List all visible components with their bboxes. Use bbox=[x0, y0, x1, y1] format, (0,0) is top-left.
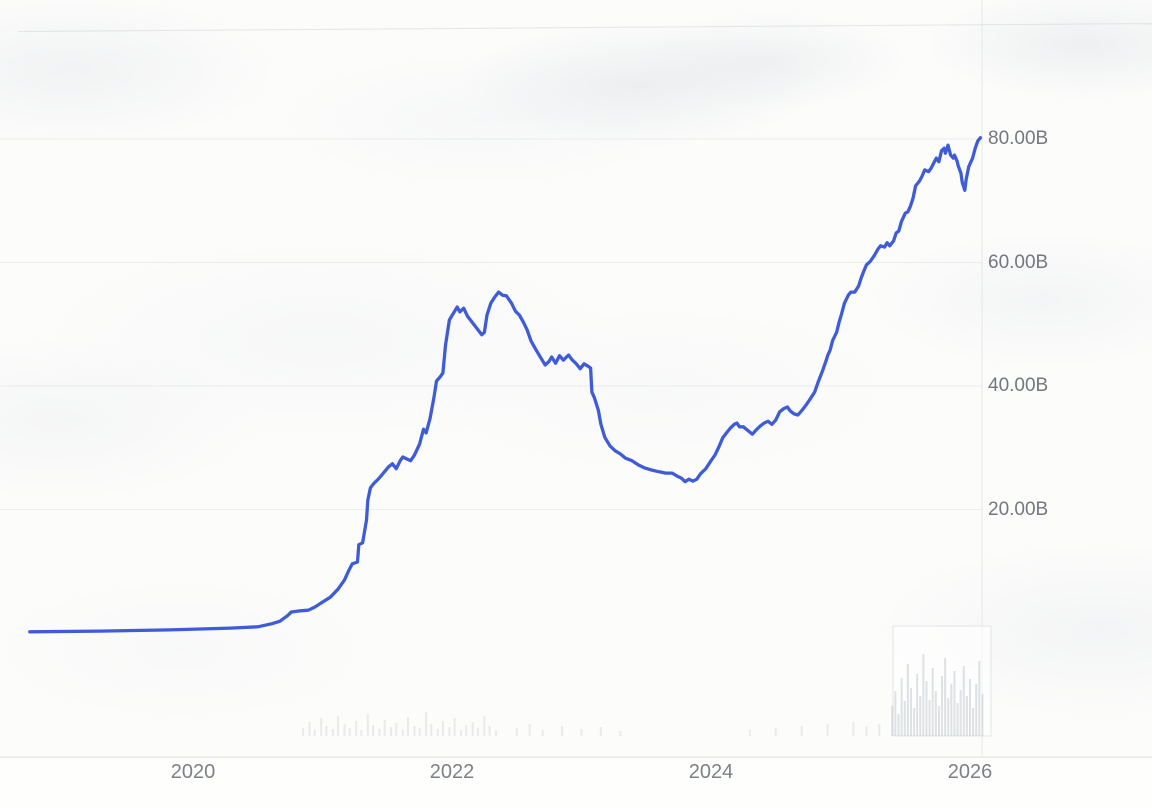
volume-bar bbox=[348, 728, 351, 736]
volume-bar bbox=[975, 684, 978, 736]
volume-bar bbox=[366, 714, 369, 736]
volume-bar bbox=[934, 691, 937, 736]
volume-bar bbox=[413, 726, 416, 736]
volume-bar bbox=[937, 706, 940, 736]
volume-bar bbox=[906, 664, 909, 736]
price-series-line bbox=[28, 136, 983, 634]
volume-bar bbox=[418, 728, 421, 736]
volume-bar bbox=[774, 728, 777, 736]
volume-bar bbox=[891, 706, 894, 736]
y-axis-label-60: 60.00B bbox=[988, 251, 1049, 273]
volume-bar bbox=[852, 722, 855, 736]
volume-bar bbox=[956, 703, 959, 736]
volume-bar bbox=[302, 728, 305, 736]
y-axis-label-80: 80.00B bbox=[988, 128, 1049, 149]
volume-bar bbox=[453, 718, 456, 736]
volume-bar bbox=[476, 728, 479, 736]
volume-bar bbox=[580, 729, 583, 736]
y-axis-label-40: 40.00B bbox=[988, 375, 1049, 396]
volume-bar bbox=[826, 724, 829, 736]
volume-bar bbox=[460, 730, 463, 736]
volume-bar bbox=[944, 658, 947, 736]
volume-bar bbox=[325, 726, 328, 736]
volume-bar bbox=[972, 708, 975, 736]
volume-bar bbox=[903, 701, 906, 736]
volume-bar bbox=[390, 727, 393, 736]
artifact-panel bbox=[892, 625, 992, 737]
volume-bar bbox=[372, 725, 375, 736]
x-axis-label-2020: 2020 bbox=[170, 761, 216, 783]
volume-bar bbox=[965, 696, 968, 736]
x-axis-label-2024: 2024 bbox=[688, 761, 734, 783]
volume-bar bbox=[953, 671, 956, 736]
volume-bar bbox=[436, 729, 439, 736]
volume-bar bbox=[483, 716, 486, 736]
volume-bar bbox=[488, 726, 491, 736]
volume-bar bbox=[383, 720, 386, 736]
volume-bar bbox=[360, 730, 363, 736]
volume-bar bbox=[599, 727, 602, 736]
volume-bar bbox=[978, 661, 981, 736]
volume-bar bbox=[541, 730, 544, 736]
volume-bar bbox=[441, 721, 444, 736]
volume-bar bbox=[981, 694, 984, 736]
volume-bar bbox=[619, 731, 622, 736]
volume-bar bbox=[919, 696, 922, 736]
volume-bar bbox=[406, 717, 409, 736]
volume-bar bbox=[897, 714, 900, 736]
volume-bar bbox=[947, 698, 950, 736]
volume-bar bbox=[894, 691, 897, 736]
volume-bar bbox=[425, 712, 428, 736]
volume-bar bbox=[343, 724, 346, 736]
volume-bar bbox=[320, 718, 323, 736]
volume-bar bbox=[913, 708, 916, 736]
volume-bar bbox=[395, 723, 398, 736]
volume-bar bbox=[337, 716, 340, 736]
volume-bar bbox=[941, 676, 944, 736]
volume-bar bbox=[465, 725, 468, 736]
volume-bar bbox=[430, 724, 433, 736]
y-axis-label-20: 20.00B bbox=[988, 498, 1049, 520]
volume-bar bbox=[922, 654, 925, 736]
volume-bar bbox=[471, 722, 474, 736]
x-axis-label-2022: 2022 bbox=[429, 761, 475, 783]
volume-bar bbox=[909, 688, 912, 736]
volume-bar bbox=[865, 726, 868, 736]
volume-bar bbox=[931, 668, 934, 736]
x-axis-label-2026: 2026 bbox=[947, 761, 993, 783]
volume-bar bbox=[308, 722, 311, 736]
volume-bar bbox=[800, 726, 803, 736]
volume-bar bbox=[528, 724, 531, 736]
volume-bar bbox=[448, 727, 451, 736]
volume-bar bbox=[959, 690, 962, 736]
volume-bar bbox=[878, 724, 881, 736]
volume-bar bbox=[969, 679, 971, 736]
volume-bar bbox=[916, 674, 919, 736]
volume-bar bbox=[378, 729, 381, 736]
volume-bar bbox=[313, 730, 316, 736]
volume-bar bbox=[748, 730, 751, 736]
volume-bar bbox=[401, 730, 404, 736]
volume-bar bbox=[962, 666, 965, 736]
volume-bar bbox=[355, 721, 358, 736]
volume-bar bbox=[900, 678, 903, 736]
volume-bar bbox=[950, 684, 953, 736]
volume-bar bbox=[561, 726, 564, 736]
volume-bar bbox=[495, 730, 498, 736]
volume-bar bbox=[925, 681, 928, 736]
volume-bar bbox=[515, 728, 518, 736]
volume-bar bbox=[331, 729, 334, 736]
volume-bar bbox=[928, 700, 931, 736]
